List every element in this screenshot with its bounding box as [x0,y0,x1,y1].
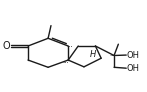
Text: H: H [89,50,96,59]
Text: OH: OH [127,64,140,73]
Text: O: O [2,41,10,51]
Text: ···: ··· [66,44,73,50]
Text: OH: OH [127,51,140,60]
Text: ···: ··· [63,60,69,66]
Text: ···: ··· [109,53,116,59]
